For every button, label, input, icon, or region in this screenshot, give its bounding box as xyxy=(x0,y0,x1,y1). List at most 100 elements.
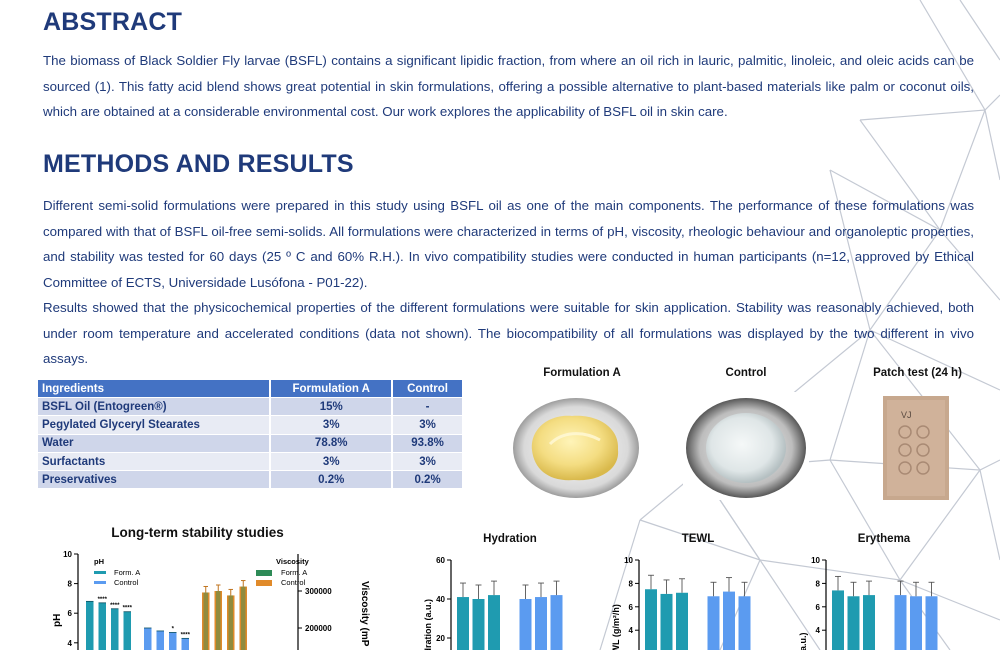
table-row: Surfactants 3% 3% xyxy=(38,451,464,471)
bar-texture xyxy=(241,586,246,650)
table-cell: 3% xyxy=(270,415,394,435)
table-cell: 0.2% xyxy=(270,470,394,489)
bar xyxy=(457,597,469,650)
bar xyxy=(227,595,235,650)
bar-texture xyxy=(203,592,208,650)
bar xyxy=(214,591,222,650)
bar xyxy=(676,592,688,650)
table-header: Formulation A xyxy=(270,380,394,398)
bar xyxy=(156,630,164,650)
hydration-chart-title: Hydration xyxy=(483,533,537,545)
bar xyxy=(847,596,860,650)
control-photo-label: Control xyxy=(725,367,767,379)
bar xyxy=(832,590,844,650)
table-row: Pegylated Glyceryl Stearates 3% 3% xyxy=(38,415,464,435)
bar xyxy=(910,596,922,650)
patch-test-photo-label: Patch test (24 h) xyxy=(873,367,962,379)
table-header: Control xyxy=(392,380,464,398)
y-tick-label: 8 xyxy=(816,579,821,588)
bar xyxy=(98,602,106,650)
significance-label: **** xyxy=(181,632,191,638)
methods-heading: METHODS AND RESULTS xyxy=(43,150,354,178)
legend-label: Form. A xyxy=(114,568,140,577)
y2-axis-label: Viscosity (mP xyxy=(359,581,370,647)
y2-tick-label: 200000 xyxy=(305,624,332,633)
tewl-chart: 10 8 6 4 TEWL (g/m²/h) xyxy=(611,556,751,650)
stability-chart: 10 8 6 4 300000 200000 pH Viscosity (mP pH Form. … xyxy=(52,550,370,650)
y-tick-label: 10 xyxy=(624,556,633,565)
legend-swatch xyxy=(94,581,106,584)
significance-label: * xyxy=(172,626,175,632)
y-tick-label: 4 xyxy=(629,626,634,635)
legend-label: Form. A xyxy=(281,568,307,577)
bar xyxy=(738,596,751,650)
table-row: BSFL Oil (Entogreen®) 15% - xyxy=(38,396,464,416)
table-cell: Water xyxy=(38,433,272,453)
table-row: Water 78.8% 93.8% xyxy=(38,433,464,453)
y-tick-label: 60 xyxy=(436,556,445,565)
bar xyxy=(202,592,210,650)
tewl-chart-title: TEWL xyxy=(681,533,715,545)
legend-swatch xyxy=(94,571,106,574)
bar xyxy=(123,611,131,650)
erythema-chart-title: Erythema xyxy=(857,533,911,545)
erythema-chart: 10 8 6 4 a* (a.u.) xyxy=(798,556,938,650)
bar xyxy=(144,628,152,650)
y-axis-label: Hydration (a.u.) xyxy=(423,599,433,650)
bar xyxy=(472,599,485,650)
y-tick-label: 8 xyxy=(629,579,634,588)
y-tick-label: 6 xyxy=(629,603,634,612)
bar-texture xyxy=(216,591,221,650)
y-tick-label: 10 xyxy=(63,550,72,559)
control-photo xyxy=(683,392,809,500)
table-cell: 15% xyxy=(270,396,394,416)
bar xyxy=(169,632,177,650)
table-cell: - xyxy=(392,396,464,416)
legend-label: Control xyxy=(114,578,139,587)
formulation-a-photo xyxy=(510,392,642,500)
bar xyxy=(707,596,720,650)
table-cell: Surfactants xyxy=(38,451,272,471)
table-cell: 3% xyxy=(392,415,464,435)
y-axis-label: TEWL (g/m²/h) xyxy=(611,604,621,650)
y-tick-label: 8 xyxy=(68,580,73,589)
y-tick-label: 40 xyxy=(436,595,445,604)
stability-chart-title: Long-term stability studies xyxy=(111,525,284,540)
legend-right-title: Viscosity xyxy=(276,557,310,566)
table-cell: Pegylated Glyceryl Stearates xyxy=(38,415,272,435)
table-cell: 3% xyxy=(392,451,464,471)
bar xyxy=(519,599,532,650)
significance-label: **** xyxy=(123,606,133,612)
bar xyxy=(645,589,657,650)
y2-tick-label: 300000 xyxy=(305,587,332,596)
table-cell: 93.8% xyxy=(392,433,464,453)
patch-test-photo: VJ xyxy=(883,396,949,500)
patch-test-mark: VJ xyxy=(901,410,912,420)
methods-paragraph-1: Different semi-solid formulations were p… xyxy=(43,198,974,290)
y-axis-label: pH xyxy=(52,614,63,627)
bar xyxy=(723,591,735,650)
y-tick-label: 6 xyxy=(816,603,821,612)
table-cell: 0.2% xyxy=(392,470,464,489)
y-tick-label: 4 xyxy=(68,639,73,648)
methods-paragraph-2: Results showed that the physicochemical … xyxy=(43,300,974,367)
bar xyxy=(535,597,547,650)
table-cell: Preservatives xyxy=(38,470,272,489)
bar xyxy=(894,595,907,650)
table-cell: BSFL Oil (Entogreen®) xyxy=(38,396,272,416)
legend-swatch xyxy=(256,570,272,576)
legend-swatch xyxy=(256,580,272,586)
table-cell: 78.8% xyxy=(270,433,394,453)
abstract-heading: ABSTRACT xyxy=(43,8,183,36)
bar xyxy=(239,586,247,650)
bar xyxy=(863,595,875,650)
table-header: Ingredients xyxy=(38,380,272,398)
y-tick-label: 4 xyxy=(816,626,821,635)
abstract-text: The biomass of Black Soldier Fly larvae … xyxy=(43,53,974,120)
table-row: Preservatives 0.2% 0.2% xyxy=(38,470,464,489)
legend-left-title: pH xyxy=(94,557,104,566)
bar xyxy=(550,595,563,650)
bar xyxy=(488,595,500,650)
y-tick-label: 10 xyxy=(811,556,820,565)
